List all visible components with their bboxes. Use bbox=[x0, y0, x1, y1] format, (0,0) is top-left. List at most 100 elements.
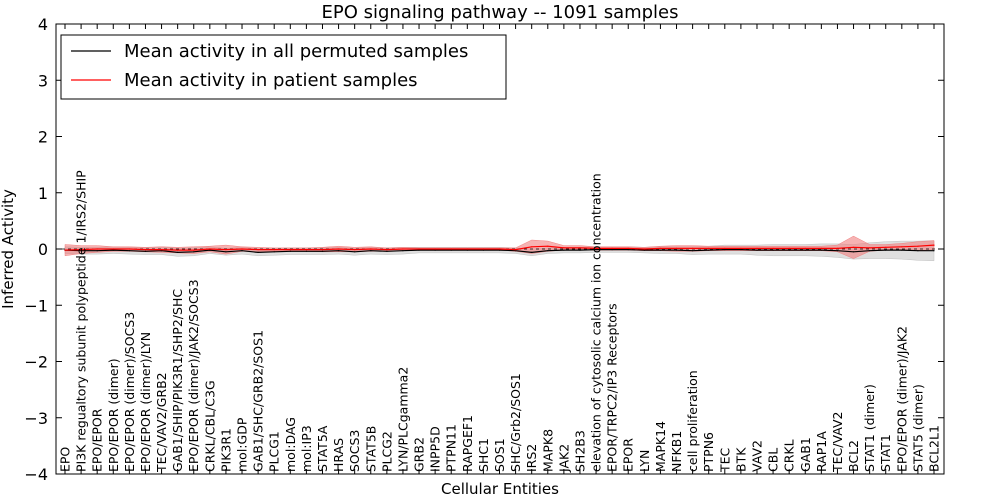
x-category-label: PLCG1 bbox=[267, 431, 282, 472]
x-category-label: EPO/EPOR (dimer)/SOCS3 bbox=[122, 312, 137, 472]
patient-point bbox=[579, 247, 581, 249]
patient-point bbox=[161, 249, 163, 251]
y-axis: −4 −3 −2 −1 0 1 2 3 4 bbox=[24, 15, 944, 484]
x-category-label: BTK bbox=[733, 447, 748, 472]
permuted-point bbox=[772, 249, 774, 251]
x-category-label: GRB2 bbox=[412, 437, 427, 472]
x-category-label: SOCS3 bbox=[347, 430, 362, 472]
patient-point bbox=[756, 247, 758, 249]
patient-point bbox=[338, 248, 340, 250]
permuted-point bbox=[273, 251, 275, 253]
patient-point bbox=[852, 246, 855, 248]
patient-band bbox=[64, 235, 935, 259]
patient-point bbox=[354, 249, 356, 251]
patient-point bbox=[611, 247, 613, 249]
patient-point bbox=[498, 248, 501, 250]
y-axis-title: Inferred Activity bbox=[0, 189, 17, 309]
patient-point bbox=[643, 248, 645, 250]
x-category-label: CBL bbox=[766, 448, 781, 472]
permuted-point bbox=[869, 250, 871, 252]
patient-point bbox=[563, 247, 565, 249]
permuted-point bbox=[659, 249, 662, 251]
patient-point bbox=[80, 249, 82, 251]
x-axis: EPO PI3K regualtory subunit polypeptide 1… bbox=[58, 24, 942, 474]
legend-label-patient: Mean activity in patient samples bbox=[124, 70, 418, 91]
permuted-point bbox=[724, 249, 726, 251]
permuted-point bbox=[128, 250, 130, 252]
permuted-point bbox=[225, 251, 227, 253]
patient-point bbox=[692, 247, 694, 249]
x-category-label: SHC/Grb2/SOS1 bbox=[508, 373, 523, 472]
x-category-label: RAP1A bbox=[814, 431, 829, 472]
patient-point bbox=[724, 247, 726, 249]
patient-point bbox=[901, 246, 903, 248]
x-category-label: elevation of cytosolic calcium ion conce… bbox=[589, 173, 604, 472]
permuted-point bbox=[756, 249, 758, 251]
x-category-label: STAT5B bbox=[363, 426, 378, 472]
y-tick-label: −3 bbox=[24, 409, 48, 428]
permuted-point bbox=[305, 250, 307, 252]
permuted-point bbox=[434, 249, 436, 251]
x-category-label: PI3K regualtory subunit polypeptide 1/IR… bbox=[74, 170, 89, 472]
patient-point bbox=[772, 247, 774, 249]
permuted-point bbox=[595, 249, 597, 251]
patient-point bbox=[788, 247, 790, 249]
patient-point bbox=[64, 249, 66, 251]
x-category-label: TEC/VAV2 bbox=[830, 412, 845, 473]
x-category-label: PTPN6 bbox=[701, 432, 716, 472]
patient-point bbox=[869, 247, 871, 249]
permuted-point bbox=[675, 249, 678, 251]
y-tick-label: 0 bbox=[38, 240, 48, 259]
permuted-point bbox=[386, 250, 388, 252]
x-category-label: MAPK8 bbox=[540, 429, 555, 472]
x-category-label: LYN/PLCgamma2 bbox=[395, 367, 410, 472]
permuted-point bbox=[482, 249, 484, 251]
x-category-label: EPO/EPOR bbox=[90, 408, 105, 472]
permuted-point bbox=[241, 250, 243, 252]
permuted-point bbox=[917, 250, 919, 252]
patient-point bbox=[96, 248, 98, 250]
x-category-label: EPO/EPOR (dimer) bbox=[106, 358, 121, 472]
x-category-label: TEC/VAV2/GRB2 bbox=[154, 372, 169, 473]
patient-point bbox=[370, 248, 372, 250]
patient-point bbox=[177, 249, 179, 251]
x-category-label: SH2B3 bbox=[573, 430, 588, 472]
permuted-point bbox=[804, 249, 806, 251]
x-category-label: LYN bbox=[637, 450, 652, 472]
x-category-label: mol:IP3 bbox=[299, 425, 314, 472]
permuted-point bbox=[933, 250, 935, 252]
patient-point bbox=[402, 248, 404, 250]
y-tick-label: −4 bbox=[24, 465, 48, 484]
patient-point bbox=[482, 248, 484, 250]
x-category-label: EPO/EPOR (dimer)/JAK2/SOCS3 bbox=[186, 279, 201, 472]
patient-point bbox=[820, 247, 823, 249]
permuted-point bbox=[80, 250, 82, 252]
x-category-label: INPP5D bbox=[428, 426, 443, 472]
x-category-label: BCL2L1 bbox=[927, 425, 942, 472]
patient-point bbox=[112, 248, 114, 250]
permuted-point bbox=[144, 250, 147, 252]
y-tick-label: −1 bbox=[24, 296, 48, 315]
x-category-label: EPOR/TRPC2/IP3 Receptors bbox=[605, 303, 620, 472]
x-category-label: TEC bbox=[717, 447, 732, 473]
permuted-point bbox=[112, 249, 114, 251]
y-tick-label: 3 bbox=[38, 71, 48, 90]
x-category-label: NFKB1 bbox=[669, 431, 684, 472]
x-category-label: STAT5A bbox=[315, 425, 330, 472]
y-tick-label: 1 bbox=[38, 184, 48, 203]
y-tick-label: 2 bbox=[38, 128, 48, 147]
x-category-label: PIK3R1 bbox=[218, 428, 233, 472]
permuted-point bbox=[370, 250, 372, 252]
patient-point bbox=[418, 248, 420, 250]
patient-point bbox=[273, 249, 275, 251]
permuted-point bbox=[450, 249, 452, 251]
x-category-label: PLCG2 bbox=[379, 431, 394, 472]
patient-point bbox=[225, 249, 227, 251]
x-category-label: cell proliferation bbox=[685, 370, 700, 472]
patient-point bbox=[675, 247, 678, 249]
y-tick-label: −2 bbox=[24, 353, 48, 372]
x-category-label: VAV2 bbox=[750, 440, 765, 472]
x-category-label: STAT5 (dimer) bbox=[910, 384, 925, 472]
permuted-point bbox=[611, 249, 613, 251]
